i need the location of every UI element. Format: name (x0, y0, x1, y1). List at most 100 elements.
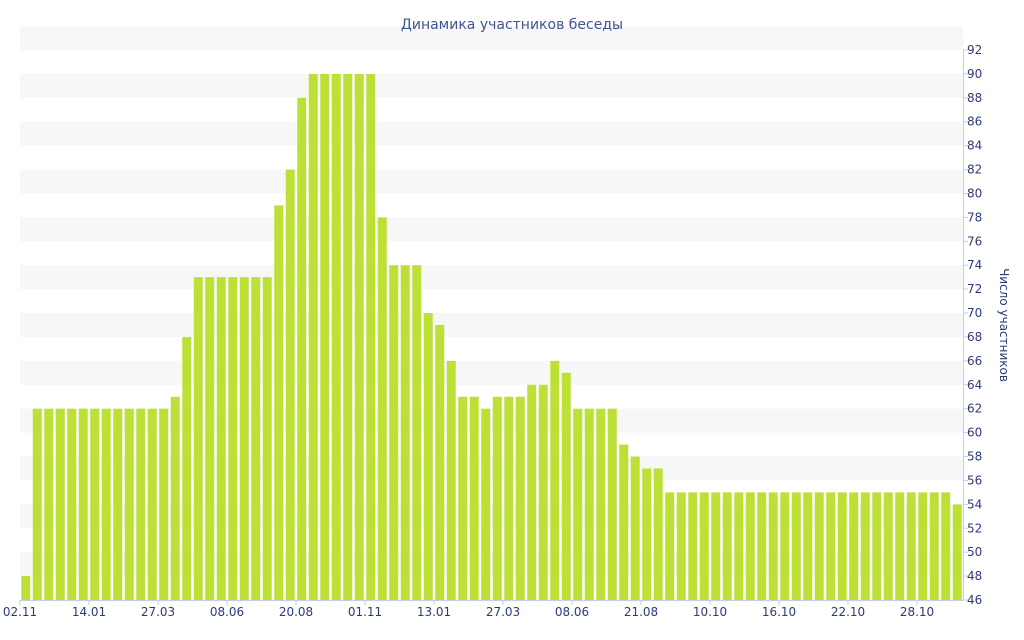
bar (918, 492, 928, 600)
bar (446, 360, 456, 600)
grid-band (20, 73, 963, 98)
bar (262, 277, 272, 600)
bar (113, 408, 123, 600)
bar (837, 492, 847, 600)
bar (400, 265, 410, 600)
bar (895, 492, 905, 600)
grid-band (20, 169, 963, 194)
bar (906, 492, 916, 600)
bar (561, 372, 571, 600)
bar (469, 396, 479, 600)
y-tick-label: 84 (967, 139, 982, 153)
bar (492, 396, 502, 600)
y-tick-label: 92 (967, 43, 982, 57)
bar (699, 492, 709, 600)
y-tick-label: 90 (967, 67, 982, 81)
bar (55, 408, 65, 600)
y-tick-label: 74 (967, 258, 982, 272)
bar (32, 408, 42, 600)
bar (331, 73, 341, 601)
x-tick-label: 20.08 (279, 605, 313, 619)
bar (768, 492, 778, 600)
y-tick-label: 60 (967, 426, 982, 440)
bar (872, 492, 882, 600)
bar (860, 492, 870, 600)
bar (550, 360, 560, 600)
bar (941, 492, 951, 600)
bar (481, 408, 491, 600)
y-tick-label: 86 (967, 115, 982, 129)
y-tick-label: 62 (967, 402, 982, 416)
x-axis-ticks: 02.11 14.01 27.03 08.06 20.08 01.11 13.01 27.03… (3, 600, 934, 619)
bar (285, 169, 295, 600)
bar (389, 265, 399, 600)
y-tick-label: 46 (967, 593, 982, 607)
bar (734, 492, 744, 600)
bar (676, 492, 686, 600)
y-tick-label: 56 (967, 473, 982, 487)
bar (366, 73, 376, 601)
bar (607, 408, 617, 600)
bar (78, 408, 88, 600)
bar (21, 576, 31, 600)
bar (791, 492, 801, 600)
bar (412, 265, 422, 600)
bar (803, 492, 813, 600)
y-tick-label: 66 (967, 354, 982, 368)
bar (101, 408, 111, 600)
bar (67, 408, 77, 600)
grid-band (20, 313, 963, 337)
bar (182, 336, 192, 600)
chart-title: Динамика участников беседы (401, 17, 623, 33)
bar (584, 408, 594, 600)
bar (136, 408, 146, 600)
bar (538, 384, 548, 600)
bar (745, 492, 755, 600)
bar (90, 408, 100, 600)
bar (814, 492, 824, 600)
x-tick-label: 28.10 (900, 605, 934, 619)
bar (44, 408, 54, 600)
bar (458, 396, 468, 600)
bar (251, 277, 261, 600)
grid-band (20, 121, 963, 146)
bar (573, 408, 583, 600)
x-tick-label: 13.01 (417, 605, 451, 619)
grid-band (20, 265, 963, 290)
bar (124, 408, 134, 600)
y-axis-ticks: 46 48 50 52 54 56 58 60 62 64 66 68 70 72 74 76 78 80 82 84… (963, 43, 982, 607)
bar (596, 408, 606, 600)
bar (619, 444, 629, 600)
y-tick-label: 68 (967, 330, 982, 344)
bar (722, 492, 732, 600)
bar (780, 492, 790, 600)
bar (423, 313, 433, 600)
grid-band (20, 360, 963, 385)
x-tick-label: 08.06 (555, 605, 589, 619)
bar (435, 325, 445, 600)
x-tick-label: 02.11 (3, 605, 37, 619)
bar (929, 492, 939, 600)
bar (826, 492, 836, 600)
bar (952, 504, 962, 600)
y-tick-label: 72 (967, 282, 982, 296)
grid-band (20, 26, 963, 50)
x-tick-label: 08.06 (210, 605, 244, 619)
y-tick-label: 78 (967, 210, 982, 224)
y-tick-label: 50 (967, 545, 982, 559)
y-tick-label: 82 (967, 163, 982, 177)
bar (205, 277, 215, 600)
grid-band (20, 217, 963, 242)
bar (239, 277, 249, 600)
bar (711, 492, 721, 600)
x-tick-label: 16.10 (762, 605, 796, 619)
bar (630, 456, 640, 600)
x-tick-label: 27.03 (486, 605, 520, 619)
x-tick-label: 21.08 (624, 605, 658, 619)
bar (193, 277, 203, 600)
y-tick-label: 88 (967, 91, 982, 105)
y-axis-label: Число участников (997, 268, 1011, 382)
bars (21, 73, 962, 601)
bar (515, 396, 525, 600)
bar (653, 468, 663, 600)
